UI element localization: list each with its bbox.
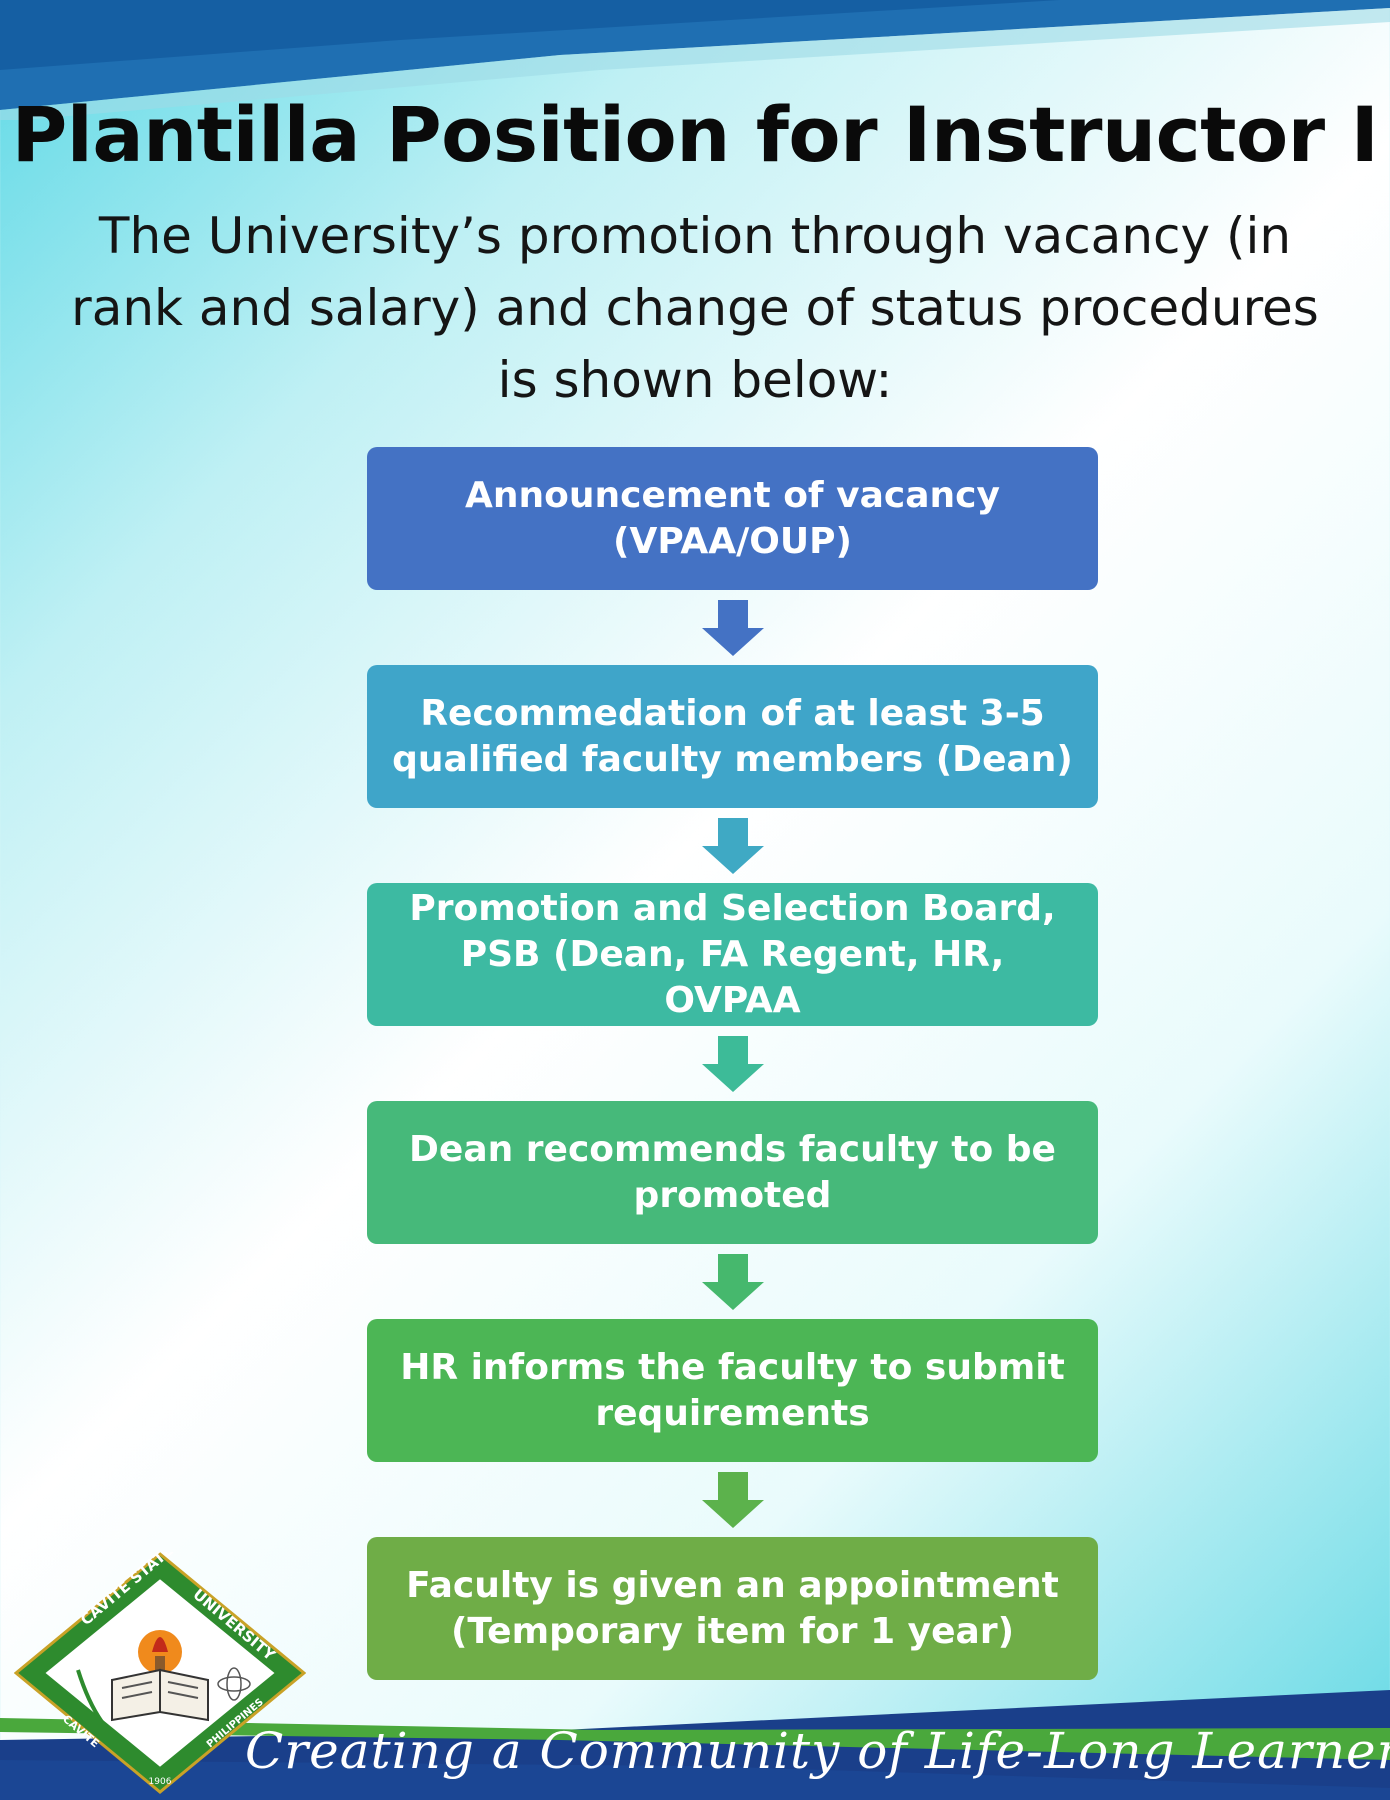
flow-arrow-2 [367, 808, 1098, 883]
footer-band [0, 1690, 1390, 1800]
step-dean-recommends: Dean recommends faculty to be promoted [367, 1101, 1098, 1244]
step-announcement: Announcement of vacancy (VPAA/OUP) [367, 447, 1098, 590]
step-label: Recommedation of at least 3-5 qualified … [392, 692, 1073, 780]
footer-tagline: Creating a Community of Life-Long Learne… [245, 1722, 1390, 1780]
svg-text:1906: 1906 [149, 1777, 172, 1787]
flow-arrow-1 [367, 590, 1098, 665]
step-selection-board: Promotion and Selection Board, PSB (Dean… [367, 883, 1098, 1026]
down-arrow-icon [701, 1035, 764, 1092]
step-appointment: Faculty is given an appointment (Tempora… [367, 1537, 1098, 1680]
flow-arrow-3 [367, 1026, 1098, 1101]
step-hr-informs: HR informs the faculty to submit require… [367, 1319, 1098, 1462]
step-label: Announcement of vacancy (VPAA/OUP) [465, 474, 1000, 562]
down-arrow-icon [701, 817, 764, 874]
step-label: Promotion and Selection Board, PSB (Dean… [409, 887, 1056, 1021]
page-title: Plantilla Position for Instructor I [11, 90, 1379, 179]
step-label: Dean recommends faculty to be promoted [409, 1128, 1056, 1216]
header-band [0, 0, 1390, 120]
process-flowchart: Announcement of vacancy (VPAA/OUP) Recom… [367, 447, 1098, 1680]
down-arrow-icon [701, 1471, 764, 1528]
page-subtitle: The University’s promotion through vacan… [71, 207, 1319, 409]
flow-arrow-4 [367, 1244, 1098, 1319]
down-arrow-icon [701, 1253, 764, 1310]
university-seal-logo: CAVITE STATE UNIVERSITY CAVITE PHILIPPIN… [14, 1552, 306, 1794]
step-recommendation: Recommedation of at least 3-5 qualified … [367, 665, 1098, 808]
flow-arrow-5 [367, 1462, 1098, 1537]
down-arrow-icon [701, 599, 764, 656]
step-label: Faculty is given an appointment (Tempora… [406, 1564, 1059, 1652]
step-label: HR informs the faculty to submit require… [400, 1346, 1065, 1434]
